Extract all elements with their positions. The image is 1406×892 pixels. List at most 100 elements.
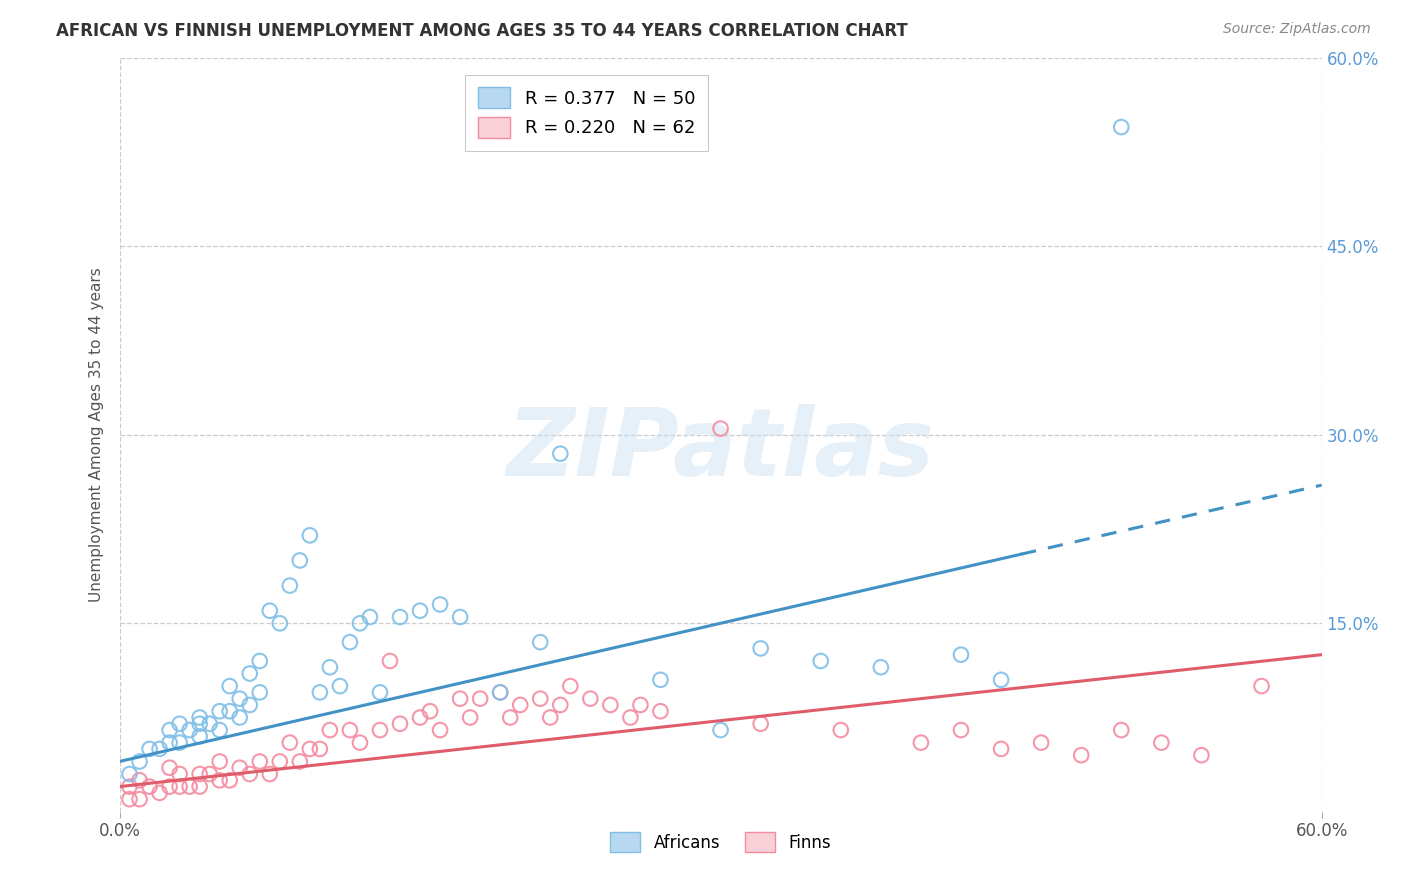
Point — [169, 736, 191, 750]
Point — [650, 704, 672, 718]
Point — [1029, 736, 1052, 750]
Point — [298, 742, 321, 756]
Point — [128, 773, 150, 788]
Point — [228, 710, 252, 724]
Point — [599, 698, 621, 712]
Point — [288, 755, 311, 769]
Point — [388, 716, 412, 731]
Point — [419, 704, 441, 718]
Point — [169, 767, 191, 781]
Point — [208, 723, 231, 737]
Point — [159, 780, 181, 794]
Point — [239, 698, 262, 712]
Point — [249, 654, 271, 668]
Point — [990, 742, 1012, 756]
Point — [309, 685, 332, 699]
Point — [249, 755, 271, 769]
Point — [1150, 736, 1173, 750]
Point — [198, 716, 221, 731]
Point — [1070, 748, 1092, 763]
Point — [538, 710, 561, 724]
Point — [149, 786, 172, 800]
Point — [1111, 120, 1133, 134]
Point — [118, 792, 141, 806]
Point — [149, 742, 172, 756]
Point — [288, 553, 311, 567]
Point — [429, 723, 451, 737]
Text: Source: ZipAtlas.com: Source: ZipAtlas.com — [1223, 22, 1371, 37]
Point — [118, 767, 141, 781]
Point — [368, 685, 391, 699]
Point — [560, 679, 582, 693]
Point — [179, 780, 201, 794]
Point — [259, 767, 281, 781]
Point — [468, 691, 492, 706]
Point — [269, 755, 291, 769]
Point — [259, 604, 281, 618]
Point — [159, 723, 181, 737]
Point — [349, 616, 371, 631]
Point — [449, 610, 471, 624]
Point — [218, 679, 240, 693]
Point — [749, 716, 772, 731]
Point — [128, 755, 150, 769]
Point — [359, 610, 381, 624]
Point — [550, 447, 572, 461]
Point — [378, 654, 401, 668]
Point — [319, 723, 342, 737]
Legend: Africans, Finns: Africans, Finns — [602, 824, 839, 860]
Point — [458, 710, 481, 724]
Point — [249, 685, 271, 699]
Point — [388, 610, 412, 624]
Point — [550, 698, 572, 712]
Point — [188, 716, 211, 731]
Point — [509, 698, 531, 712]
Point — [169, 716, 191, 731]
Point — [329, 679, 352, 693]
Point — [298, 528, 321, 542]
Point — [179, 723, 201, 737]
Point — [339, 635, 361, 649]
Point — [529, 635, 551, 649]
Point — [810, 654, 832, 668]
Point — [269, 616, 291, 631]
Point — [619, 710, 641, 724]
Point — [239, 666, 262, 681]
Point — [709, 421, 731, 435]
Point — [950, 648, 973, 662]
Point — [910, 736, 932, 750]
Point — [529, 691, 551, 706]
Point — [489, 685, 512, 699]
Point — [218, 704, 240, 718]
Text: ZIPatlas: ZIPatlas — [506, 404, 935, 496]
Point — [188, 780, 211, 794]
Point — [309, 742, 332, 756]
Point — [429, 598, 451, 612]
Point — [208, 773, 231, 788]
Point — [319, 660, 342, 674]
Point — [1250, 679, 1272, 693]
Point — [709, 723, 731, 737]
Point — [188, 767, 211, 781]
Point — [198, 767, 221, 781]
Point — [159, 761, 181, 775]
Point — [950, 723, 973, 737]
Point — [218, 773, 240, 788]
Point — [630, 698, 652, 712]
Point — [339, 723, 361, 737]
Point — [208, 755, 231, 769]
Point — [449, 691, 471, 706]
Point — [409, 710, 432, 724]
Point — [188, 730, 211, 744]
Point — [499, 710, 522, 724]
Y-axis label: Unemployment Among Ages 35 to 44 years: Unemployment Among Ages 35 to 44 years — [89, 268, 104, 602]
Text: AFRICAN VS FINNISH UNEMPLOYMENT AMONG AGES 35 TO 44 YEARS CORRELATION CHART: AFRICAN VS FINNISH UNEMPLOYMENT AMONG AG… — [56, 22, 908, 40]
Point — [579, 691, 602, 706]
Point — [188, 710, 211, 724]
Point — [159, 736, 181, 750]
Point — [138, 742, 160, 756]
Point — [208, 704, 231, 718]
Point — [409, 604, 432, 618]
Point — [278, 579, 301, 593]
Point — [830, 723, 852, 737]
